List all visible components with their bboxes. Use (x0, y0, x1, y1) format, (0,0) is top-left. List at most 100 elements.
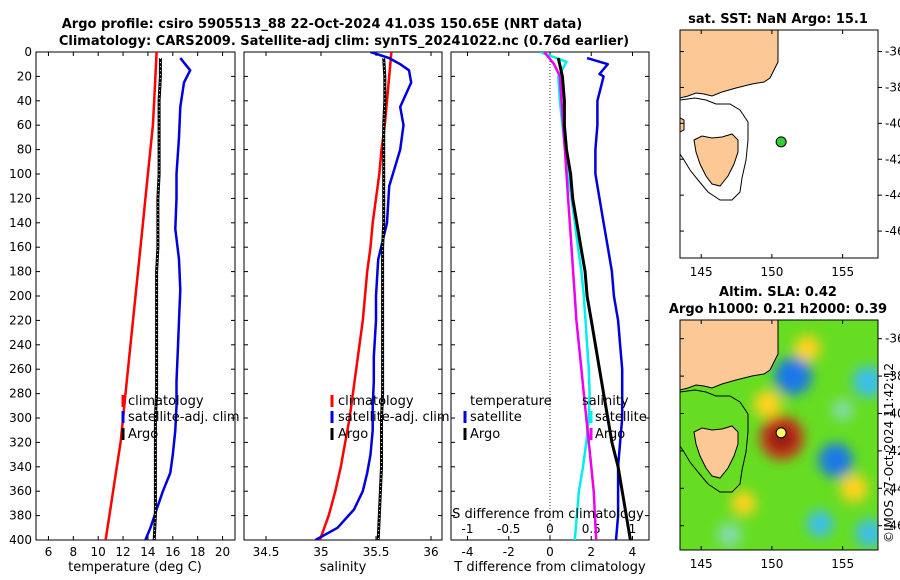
salinity-xlabel: salinity (320, 560, 367, 575)
sla-anomaly-blob (774, 357, 812, 395)
xtick-label: -4 (462, 545, 474, 559)
series-line-t-satellite (586, 56, 624, 540)
ytick-label: 100 (9, 167, 32, 181)
ytick-label: 380 (9, 509, 32, 523)
ytick-label: 320 (9, 435, 32, 449)
map-ytick-label: -36 (885, 45, 900, 59)
king-island (680, 117, 685, 133)
temperature-series (104, 52, 192, 540)
legend-label-argo: Argo (128, 427, 158, 442)
ytick-label: 200 (9, 289, 32, 303)
map-xtick-label: 145 (690, 265, 713, 279)
ytick-label: 300 (9, 411, 32, 425)
salinity-panel-frame (243, 51, 443, 541)
series-line-s-argo (543, 52, 598, 540)
imos-credit: ©IMOS 27-Oct-2024 11:42:12 (882, 363, 896, 543)
ytick-label: 120 (9, 191, 32, 205)
ytick-label: 220 (9, 313, 32, 327)
xtick-label: 4 (629, 545, 637, 559)
xtick-label: 18 (190, 545, 205, 559)
map-ytick-label: -46 (885, 224, 900, 238)
map-ytick-label: -36 (885, 332, 900, 346)
sla-anomaly-blob (852, 366, 878, 398)
shelf-contour (680, 389, 749, 493)
temperature-xlabel: temperature (deg C) (68, 560, 202, 575)
ytick-label: 280 (9, 387, 32, 401)
ytick-label: 260 (9, 362, 32, 376)
sst-map (680, 30, 878, 258)
sla-map-title-line1: Altim. SLA: 0.42 (719, 285, 837, 300)
legend-label-argo: Argo (338, 427, 368, 442)
ytick-label: 20 (17, 69, 32, 83)
series-line-argo-dots (153, 58, 161, 540)
xtick-label: 6 (45, 545, 53, 559)
sst-map-ticks: 145 150 155 -36 -38 -40 -42 -44 -46 (680, 30, 900, 279)
top-xtick-label: -0.5 (497, 522, 520, 536)
difference-xlabel: T difference from climatology (453, 560, 646, 575)
legend-heading-temperature: temperature (470, 394, 552, 409)
figure-title-line1: Argo profile: csiro 5905513_88 22-Oct-20… (62, 17, 583, 32)
xtick-label: 0 (546, 545, 554, 559)
top-xtick-label: 1 (629, 522, 637, 536)
top-xtick-label: -1 (462, 522, 474, 536)
legend-label-climatology: climatology (338, 394, 414, 409)
ytick-label: 0 (24, 45, 32, 59)
xtick-label: 8 (69, 545, 77, 559)
sla-anomaly-blob (839, 474, 868, 503)
map-xtick-label: 150 (760, 265, 783, 279)
xtick-label: 20 (215, 545, 230, 559)
figure-title-line2: Climatology: CARS2009. Satellite-adj cli… (59, 34, 629, 49)
temperature-legend: climatology satellite-adj. clim Argo (121, 394, 240, 442)
legend-label-climatology: climatology (128, 394, 204, 409)
legend-label-s-satellite: satellite (595, 410, 647, 425)
map-ytick-label: -38 (885, 80, 900, 94)
ytick-label: 160 (9, 240, 32, 254)
sst-map-title: sat. SST: NaN Argo: 15.1 (688, 12, 868, 27)
legend-label-s-argo: Argo (595, 427, 625, 442)
xtick-label: 10 (91, 545, 106, 559)
ytick-label: 240 (9, 338, 32, 352)
ytick-label: 340 (9, 460, 32, 474)
series-line-t-argo (556, 57, 632, 540)
shelf-contour (680, 97, 749, 201)
series-line-climatology (104, 52, 158, 540)
ytick-label: 140 (9, 216, 32, 230)
legend-label-satellite: satellite-adj. clim (128, 410, 240, 425)
map-xtick-label: 155 (831, 557, 854, 571)
temperature-ticks: 0 20 40 60 80 100 120 140 160 180 200 220 240 260 280 3… (9, 45, 235, 559)
series-line-satellite-clim (144, 57, 192, 540)
xtick-label: 35.5 (363, 545, 390, 559)
xtick-label: 36 (423, 545, 438, 559)
sla-anomaly-blob (794, 334, 821, 362)
sla-anomaly-blob (717, 522, 742, 548)
tasmania (693, 133, 739, 187)
sla-map-title-line2: Argo h1000: 0.21 h2000: 0.39 (669, 302, 887, 317)
map-ytick-label: -42 (885, 444, 900, 458)
sla-anomaly-blob (855, 519, 878, 548)
legend-label-satellite: satellite-adj. clim (338, 410, 450, 425)
ytick-label: 360 (9, 484, 32, 498)
mainland-australia (680, 320, 779, 391)
sla-map-ticks: 145 150 155 -36 -38 -40 -42 -44 -46 (680, 320, 900, 571)
series-line-satellite-clim (314, 52, 413, 540)
salinity-ticks: 34.5 35 35.5 36 (244, 51, 442, 559)
map-ytick-label: -44 (885, 188, 900, 202)
xtick-label: -2 (503, 545, 515, 559)
tasmania (693, 425, 739, 479)
map-ytick-label: -40 (885, 406, 900, 420)
map-xtick-label: 145 (690, 557, 713, 571)
legend-heading-salinity: salinity (582, 394, 629, 409)
map-ytick-label: -42 (885, 152, 900, 166)
difference-legend: temperature satellite Argo salinity sate… (463, 394, 647, 442)
map-ytick-label: -46 (885, 519, 900, 533)
xtick-label: 34.5 (253, 545, 280, 559)
xtick-label: 14 (140, 545, 155, 559)
sla-anomaly-blob (818, 443, 853, 478)
xtick-label: 2 (587, 545, 595, 559)
xtick-label: 16 (165, 545, 180, 559)
sla-anomaly-blob (731, 490, 757, 516)
difference-series (539, 52, 632, 540)
ytick-label: 180 (9, 265, 32, 279)
argo-location-marker (775, 136, 787, 148)
series-line-argo-dots (377, 58, 386, 540)
